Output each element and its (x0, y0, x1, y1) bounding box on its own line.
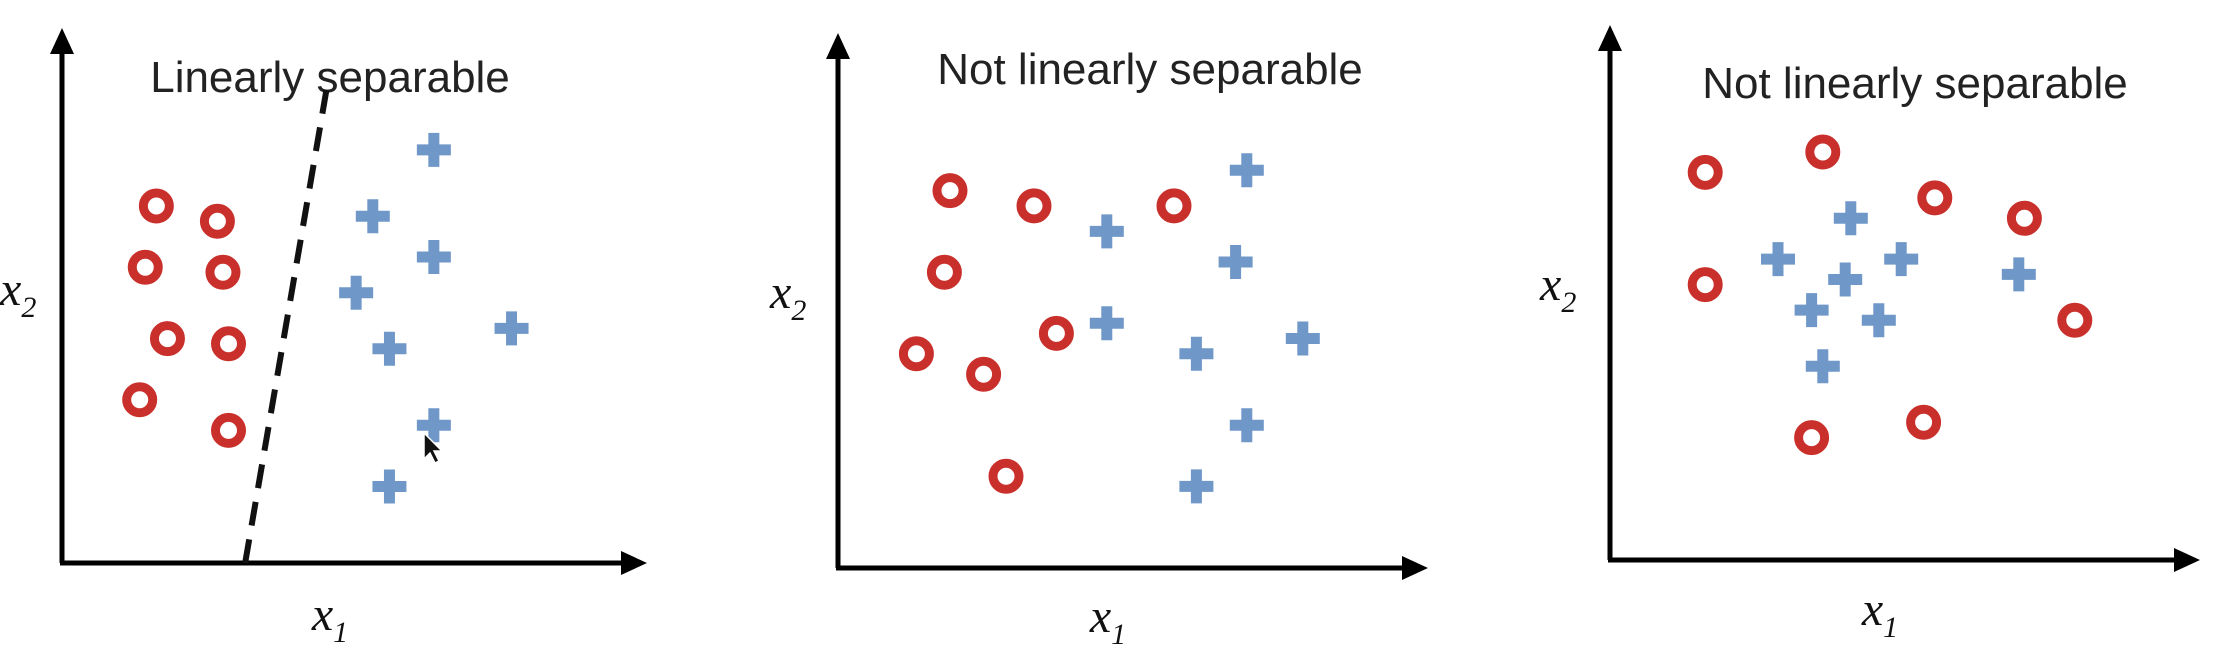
plus-point (1884, 242, 1919, 277)
circle-point (1687, 154, 1723, 190)
plus-point (1794, 293, 1829, 328)
y-axis-label: x2 (769, 266, 806, 327)
plus-point (416, 132, 451, 167)
y-axis-label-base: x (0, 263, 21, 316)
circle-point (122, 382, 158, 418)
circle-point (2006, 200, 2042, 236)
plus-point (416, 408, 451, 443)
panel-title: Linearly separable (150, 53, 510, 102)
plus-point (1229, 408, 1264, 443)
y-axis-arrowhead (50, 28, 74, 54)
plus-point (1805, 349, 1840, 384)
y-axis-label-subscript: 2 (1561, 286, 1576, 319)
circle-point (1906, 404, 1942, 440)
circle-point (932, 173, 968, 209)
plus-point (1179, 336, 1214, 371)
plus-point (355, 199, 390, 234)
plus-point (1833, 201, 1868, 236)
plus-point (1828, 262, 1863, 297)
y-axis-label-base: x (769, 266, 791, 319)
panel-title: Not linearly separable (1702, 59, 2128, 108)
x-axis-label-base: x (1861, 583, 1883, 636)
plus-point (339, 275, 374, 310)
x-axis-arrowhead (2174, 548, 2200, 572)
circle-point (898, 336, 934, 372)
x-axis-label-base: x (1089, 590, 1111, 643)
circle-point (127, 249, 163, 285)
plus-point (2001, 257, 2036, 292)
circle-point (1687, 267, 1723, 303)
plus-point (1761, 242, 1795, 277)
plus-point (494, 311, 529, 346)
circle-point (1917, 180, 1953, 216)
y-axis-label: x2 (0, 263, 36, 324)
plus-point (1861, 303, 1896, 338)
circle-point (1156, 188, 1192, 224)
decision-boundary (242, 77, 332, 564)
y-axis-label: x2 (1539, 258, 1576, 319)
circle-point (988, 458, 1024, 494)
plus-point (1229, 153, 1264, 188)
mouse-cursor-icon (423, 431, 444, 465)
circle-point (211, 326, 246, 362)
plus-point (1179, 469, 1214, 504)
x-axis-label: x1 (1089, 590, 1126, 651)
circle-point (138, 188, 174, 224)
plus-point (372, 331, 407, 366)
circle-point (199, 203, 235, 239)
circle-point (1794, 420, 1830, 456)
y-axis-label-subscript: 2 (791, 294, 806, 327)
x-axis-label: x1 (311, 588, 348, 649)
y-axis-label-subscript: 2 (21, 291, 36, 324)
plus-point (1089, 306, 1124, 341)
plus-point (1218, 245, 1253, 279)
circle-point (2057, 302, 2093, 338)
x-axis-arrowhead (1402, 556, 1428, 580)
circle-point (926, 254, 962, 290)
circle-point (1805, 134, 1841, 170)
x-axis-label-subscript: 1 (1111, 618, 1126, 651)
circle-point (149, 321, 185, 357)
circle-point (1016, 188, 1052, 224)
y-axis-arrowhead (1598, 25, 1622, 51)
circle-point (205, 254, 241, 290)
plus-point (1285, 321, 1320, 356)
panel-title: Not linearly separable (937, 45, 1363, 94)
x-axis-label-subscript: 1 (1883, 611, 1898, 644)
x-axis-label-subscript: 1 (333, 616, 348, 649)
plus-point (1089, 214, 1124, 249)
x-axis-arrowhead (621, 551, 647, 575)
circle-point (211, 412, 246, 448)
plus-point (416, 240, 451, 274)
circle-point (966, 356, 1002, 392)
plus-point (372, 469, 407, 504)
y-axis-label-base: x (1539, 258, 1561, 311)
x-axis-label-base: x (311, 588, 333, 641)
circle-point (1038, 315, 1074, 351)
y-axis-arrowhead (826, 33, 850, 59)
x-axis-label: x1 (1861, 583, 1898, 644)
